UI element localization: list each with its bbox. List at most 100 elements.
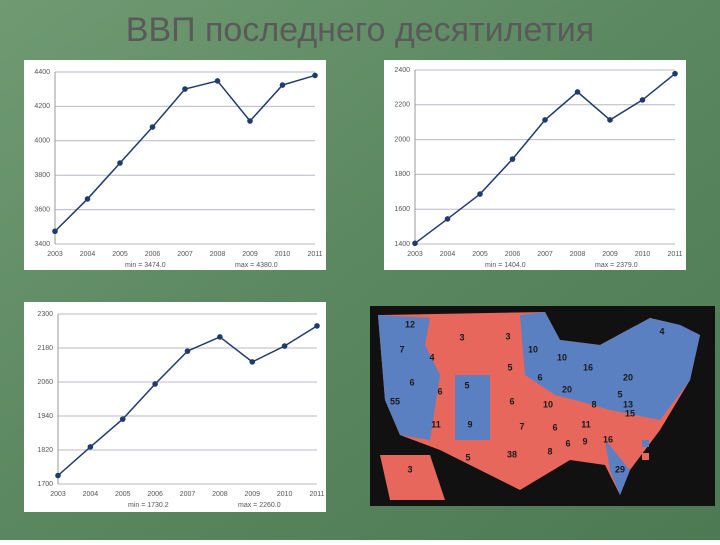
map-label: 3 (505, 331, 510, 341)
map-label: 3 (459, 332, 464, 342)
point (182, 86, 188, 92)
map-label: 16 (583, 362, 593, 372)
y-tick-label: 2180 (37, 345, 53, 352)
point (184, 348, 191, 354)
y-tick-label: 2400 (394, 67, 410, 74)
point (314, 323, 320, 329)
map-label: 6 (437, 386, 442, 396)
point (119, 416, 126, 422)
y-tick-label: 1600 (394, 206, 410, 213)
chart-panel (24, 60, 326, 270)
y-tick-label: 4400 (34, 69, 50, 76)
map-label: 4 (429, 352, 434, 362)
point (444, 216, 451, 222)
map-blue-west (378, 315, 440, 440)
x-tick-label: 2007 (537, 251, 553, 258)
map-label: 6 (565, 438, 570, 448)
x-tick-label: 2011 (309, 491, 324, 498)
x-tick-label: 2007 (180, 491, 196, 498)
map-blue-east (520, 312, 700, 420)
map-label: 5 (507, 362, 512, 372)
map-label: 38 (507, 449, 517, 459)
map-blue-mid (455, 375, 490, 440)
y-tick-label: 1800 (394, 171, 410, 178)
map-label: 9 (582, 436, 587, 446)
point (281, 343, 288, 349)
map-alaska (380, 455, 445, 500)
point (55, 472, 61, 479)
point (412, 240, 418, 247)
point (639, 97, 646, 103)
map-label: 8 (547, 446, 552, 456)
map-label: 7 (519, 421, 524, 431)
chart-panel (24, 302, 326, 512)
x-tick-label: 2004 (80, 251, 96, 258)
map-label: 11 (431, 419, 441, 429)
point (509, 156, 516, 162)
point (477, 191, 483, 197)
point (117, 160, 123, 166)
x-tick-label: 2003 (407, 251, 423, 258)
map-label: 20 (562, 384, 572, 394)
map-legend-blue (642, 440, 649, 447)
annotation: max = 4380.0 (235, 262, 278, 269)
y-tick-label: 4200 (34, 103, 50, 110)
y-tick-label: 3400 (34, 241, 50, 248)
map-label: 5 (464, 380, 469, 390)
annotation: max = 2260.0 (238, 502, 281, 509)
y-tick-label: 1940 (37, 413, 53, 420)
x-tick-label: 2010 (277, 491, 293, 498)
x-tick-label: 2011 (667, 251, 682, 258)
point (149, 124, 156, 130)
map-label: 20 (623, 372, 633, 382)
point (312, 72, 318, 79)
x-tick-label: 2008 (212, 491, 228, 498)
point (52, 228, 58, 235)
y-tick-label: 2200 (394, 102, 410, 109)
map-label: 13 (623, 399, 633, 409)
map-label: 5 (465, 452, 470, 462)
map-label: 8 (591, 399, 596, 409)
map-label: 6 (509, 396, 514, 406)
x-tick-label: 2009 (244, 491, 260, 498)
map-label: 4 (659, 326, 664, 336)
x-tick-label: 2006 (145, 251, 161, 258)
map-label: 9 (467, 419, 472, 429)
map-label: 10 (528, 344, 538, 354)
point (217, 334, 223, 340)
x-tick-label: 2004 (440, 251, 456, 258)
point (279, 82, 286, 88)
point (574, 89, 581, 95)
map-legend-red (642, 453, 649, 460)
y-tick-label: 2060 (37, 379, 53, 386)
x-tick-label: 2009 (242, 251, 258, 258)
x-tick-label: 2005 (472, 251, 488, 258)
x-tick-label: 2003 (47, 251, 63, 258)
x-tick-label: 2008 (210, 251, 226, 258)
map-label: 16 (603, 434, 613, 444)
y-tick-label: 4000 (34, 138, 50, 145)
point (214, 78, 221, 84)
y-tick-label: 3800 (34, 172, 50, 179)
x-tick-label: 2010 (275, 251, 291, 258)
point (87, 444, 94, 450)
slide-title: ВВП последнего десятилетия (126, 11, 594, 49)
point (542, 117, 548, 123)
annotation: min = 1730.2 (128, 502, 169, 509)
x-tick-label: 2008 (570, 251, 586, 258)
map-label: 10 (557, 352, 567, 362)
x-tick-label: 2003 (50, 491, 66, 498)
y-tick-label: 3600 (34, 206, 50, 213)
map-label: 7 (399, 344, 404, 354)
annotation: max = 2379.0 (595, 262, 638, 269)
x-tick-label: 2010 (635, 251, 651, 258)
y-tick-label: 1820 (37, 447, 53, 454)
y-tick-label: 1700 (37, 481, 53, 488)
map-label: 55 (390, 396, 400, 406)
chart-panel (384, 60, 686, 270)
map-label: 29 (615, 464, 625, 474)
map-label: 6 (537, 372, 542, 382)
map-label: 12 (405, 319, 415, 329)
map-label: 6 (409, 377, 414, 387)
